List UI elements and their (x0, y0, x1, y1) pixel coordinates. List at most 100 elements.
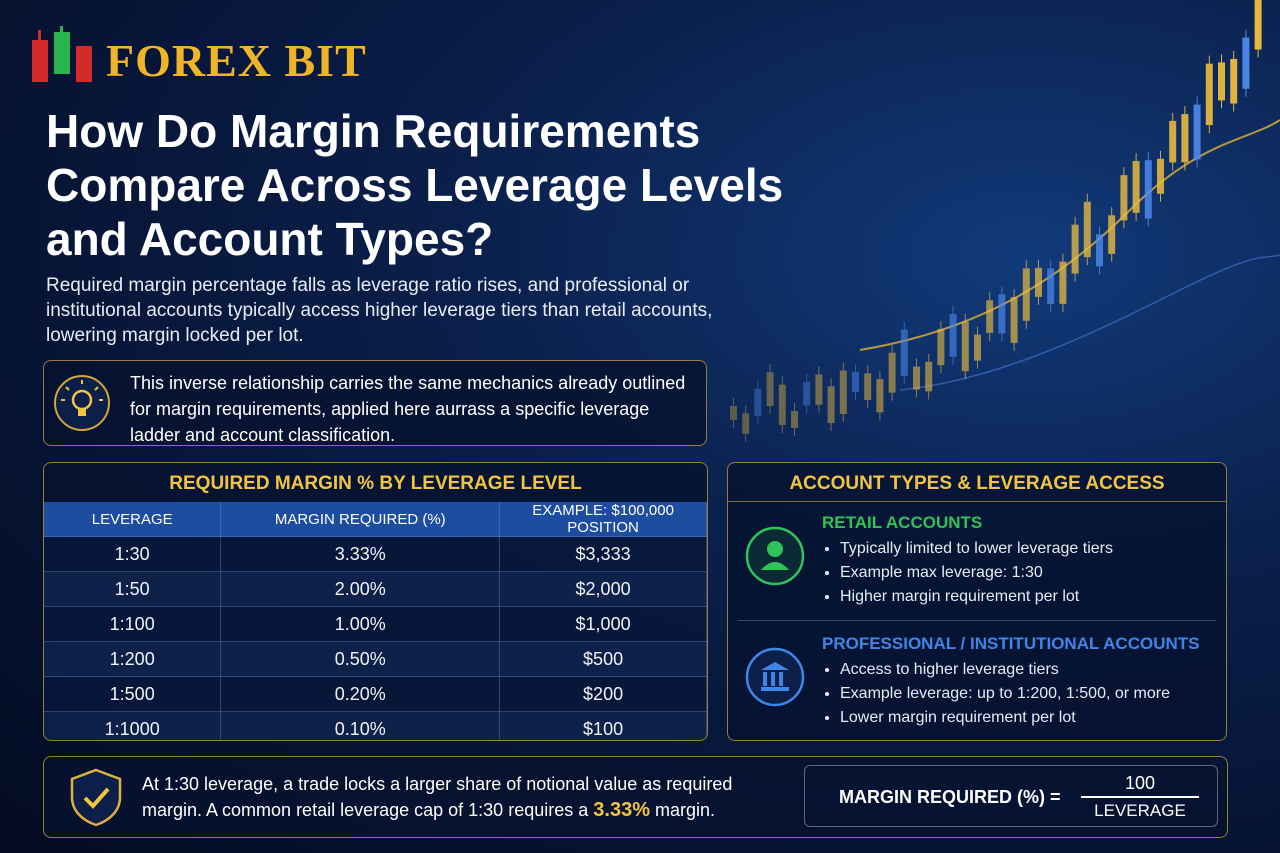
table-row: 1:30 3.33% $3,333 (44, 536, 707, 572)
table-row: 1:100 1.00% $1,000 (44, 606, 707, 642)
decor-candle (1108, 207, 1116, 262)
decor-candle (1254, 0, 1262, 58)
column-header: MARGIN REQUIRED (%) (220, 502, 501, 537)
table-cell: 2.00% (220, 571, 501, 607)
decor-candle (1157, 150, 1164, 202)
table-cell: $2,000 (499, 571, 707, 607)
table-row: 1:500 0.20% $200 (44, 676, 707, 712)
logo-text: FOREX BIT (106, 35, 367, 86)
table-cell: 0.50% (220, 641, 501, 677)
decor-candle (852, 363, 859, 400)
decor-candle (754, 380, 762, 425)
account-heading: PROFESSIONAL / INSTITUTIONAL ACCOUNTS (822, 634, 1200, 653)
formula-box: MARGIN REQUIRED (%) = 100 LEVERAGE (804, 765, 1218, 827)
account-bullet: Example max leverage: 1:30 (840, 561, 1222, 585)
decor-candle (1132, 153, 1140, 221)
table-row: 1:200 0.50% $500 (44, 641, 707, 677)
account-bullet: Example leverage: up to 1:200, 1:500, or… (840, 682, 1222, 706)
decor-candle (815, 366, 823, 413)
decor-candle (949, 306, 957, 365)
decor-candle (1071, 216, 1079, 282)
footer-panel: At 1:30 leverage, a trade locks a larger… (43, 756, 1228, 838)
footer-text: At 1:30 leverage, a trade locks a larger… (142, 771, 752, 823)
account-bullet: Access to higher leverage tiers (840, 658, 1222, 682)
decor-candle (742, 405, 750, 442)
accounts-panel: ACCOUNT TYPES & LEVERAGE ACCESS RETAIL A… (727, 462, 1227, 741)
decor-candle (1205, 55, 1213, 134)
decor-candle (937, 320, 945, 374)
decor-candle (839, 362, 847, 423)
account-bullet: Higher margin requirement per lot (840, 585, 1222, 609)
accounts-title: ACCOUNT TYPES & LEVERAGE ACCESS (789, 473, 1165, 494)
table-cell: 1:100 (44, 606, 222, 642)
decor-candle (998, 286, 1006, 342)
decor-candle (1181, 106, 1189, 171)
decor-candle (974, 326, 981, 369)
footer-body: At 1:30 leverage, a trade locks a larger… (142, 774, 733, 820)
column-header: EXAMPLE: $100,000 POSITION (499, 502, 707, 537)
decor-candle (1059, 253, 1067, 312)
table-cell: $500 (499, 641, 707, 677)
table-cell: 1:200 (44, 641, 222, 677)
decor-candle (1047, 260, 1055, 313)
footer-after: margin. (655, 800, 716, 820)
decor-candle (876, 371, 884, 421)
note-box: This inverse relationship carries the sa… (43, 360, 707, 446)
decor-candle (1169, 112, 1177, 171)
table-cell: 1:500 (44, 676, 222, 712)
decor-candle (1242, 29, 1250, 97)
retail-icon (745, 526, 805, 586)
footer-highlight: 3.33% (593, 799, 650, 821)
account-section: PROFESSIONAL / INSTITUTIONAL ACCOUNTS Acc… (822, 634, 1222, 730)
decor-candle (1096, 226, 1103, 275)
decor-candle (1218, 54, 1225, 109)
decor-candle (925, 353, 933, 400)
table-cell: 0.20% (220, 676, 501, 712)
table-cell: 1:30 (44, 536, 222, 572)
logo-icon (32, 26, 92, 82)
title: How Do Margin Requirements Compare Acros… (46, 105, 784, 265)
table-title: REQUIRED MARGIN % BY LEVERAGE LEVEL (169, 473, 582, 494)
table-cell: 1.00% (220, 606, 501, 642)
formula-numerator: 100 (1124, 773, 1156, 793)
column-header: LEVERAGE (44, 502, 222, 537)
decor-candle (1230, 50, 1238, 112)
decor-candle (1083, 193, 1091, 266)
decor-candle (1035, 259, 1042, 305)
account-section: RETAIL ACCOUNTS Typically limited to lowe… (822, 513, 1222, 609)
institution-icon (745, 647, 805, 707)
table-cell: $100 (499, 711, 707, 740)
decor-candle (913, 358, 920, 398)
table-cell: 3.33% (220, 536, 501, 572)
formula-denominator: LEVERAGE (1094, 801, 1186, 820)
decor-candle (791, 403, 798, 437)
decor-candle (900, 321, 908, 384)
decor-candle (1022, 260, 1030, 329)
decor-candle (766, 364, 774, 415)
table-cell: $1,000 (499, 606, 707, 642)
decor-candle (1120, 167, 1128, 229)
decor-candle (778, 376, 786, 433)
decor-candle (827, 378, 835, 432)
table-cell: 1:50 (44, 571, 222, 607)
decor-candle (1144, 152, 1152, 227)
table-cell: 0.10% (220, 711, 501, 740)
decor-candle (864, 365, 872, 408)
decor-candle (803, 373, 811, 414)
table-header: LEVERAGE MARGIN REQUIRED (%) EXAMPLE: $100… (44, 502, 707, 537)
table-cell: $3,333 (499, 536, 707, 572)
decor-candle (1193, 96, 1201, 168)
note-text: This inverse relationship carries the sa… (130, 373, 686, 445)
account-bullet: Lower margin requirement per lot (840, 706, 1222, 730)
formula-label: MARGIN REQUIRED (%) = (839, 787, 1061, 807)
bulb-icon (54, 375, 110, 431)
shield-icon (70, 768, 122, 827)
account-bullet: Typically limited to lower leverage tier… (840, 537, 1222, 561)
decor-candle (986, 292, 994, 341)
table-cell: $200 (499, 676, 707, 712)
decor-candle (730, 398, 737, 428)
margin-table-panel: REQUIRED MARGIN % BY LEVERAGE LEVEL LEVE… (43, 462, 708, 741)
decor-candle (1010, 289, 1018, 351)
